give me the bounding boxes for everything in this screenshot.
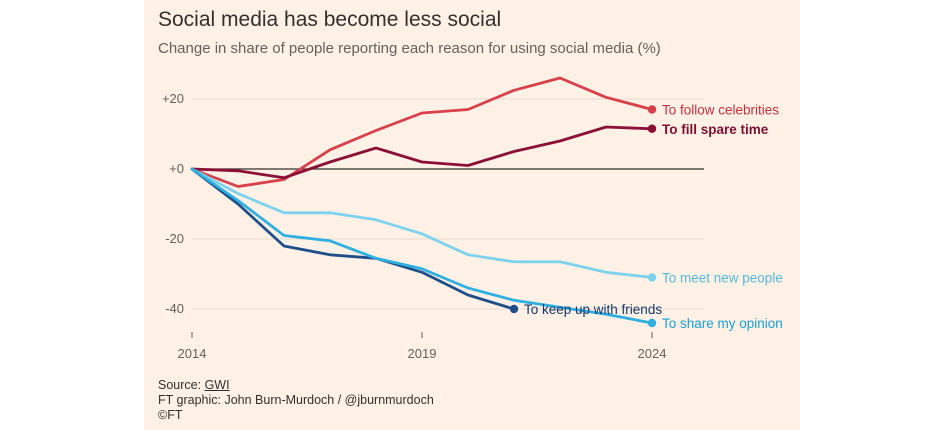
x-tick-label: 2019 [408,346,437,361]
series-label: To meet new people [662,271,783,286]
series-lines [190,76,657,328]
series-end-dot [647,273,657,282]
series-end-dot [509,304,519,314]
axes: +20 +0 -20 -40 2014 2019 2024 [162,91,667,361]
series-label: To share my opinion [662,316,783,331]
series-line [190,125,654,180]
series-label: To keep up with friends [524,302,662,317]
x-tick-label: 2014 [178,346,207,361]
gridlines [192,98,704,310]
series-labels: To follow celebrities To fill spare time T… [524,103,783,332]
series-end-dot [647,105,657,114]
x-tick-label: 2024 [638,346,667,361]
graphic-credit: FT graphic: John Burn-Murdoch / @jburnmu… [158,393,434,407]
copyright: ©FT [158,408,183,422]
series-label: To follow celebrities [662,103,779,118]
source-line: Source: GWI [158,378,434,393]
source-link[interactable]: GWI [204,378,230,392]
y-tick-label: -40 [165,301,184,316]
series-label: To fill spare time [662,122,769,137]
source-prefix: Source: [158,378,205,392]
line-chart: +20 +0 -20 -40 2014 2019 2024 To follow celebr… [162,76,783,361]
y-tick-label: -20 [165,231,184,246]
chart-subtitle: Change in share of people reporting each… [158,40,661,57]
series-line [190,76,654,188]
chart-footer: Source: GWI FT graphic: John Burn-Murdoc… [158,378,434,423]
series-line [190,167,654,325]
series-line [190,167,516,311]
y-tick-label: +0 [169,161,184,176]
y-tick-label: +20 [162,91,184,106]
series-line [190,167,654,279]
series-end-dot [647,124,657,133]
chart-panel: Social media has become less social Chan… [144,0,800,430]
chart-title: Social media has become less social [158,8,502,31]
series-end-dot [647,318,657,328]
